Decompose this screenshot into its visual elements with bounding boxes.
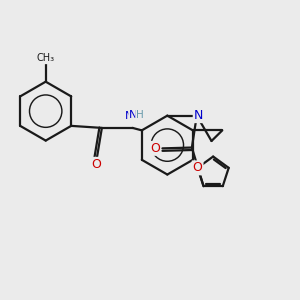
Text: O: O bbox=[91, 158, 101, 171]
Text: NH: NH bbox=[125, 111, 142, 121]
Text: H: H bbox=[136, 110, 144, 120]
Text: O: O bbox=[193, 161, 202, 174]
Text: O: O bbox=[150, 142, 160, 155]
Text: N: N bbox=[194, 109, 203, 122]
Text: CH₃: CH₃ bbox=[37, 53, 55, 63]
Text: N: N bbox=[129, 110, 138, 120]
